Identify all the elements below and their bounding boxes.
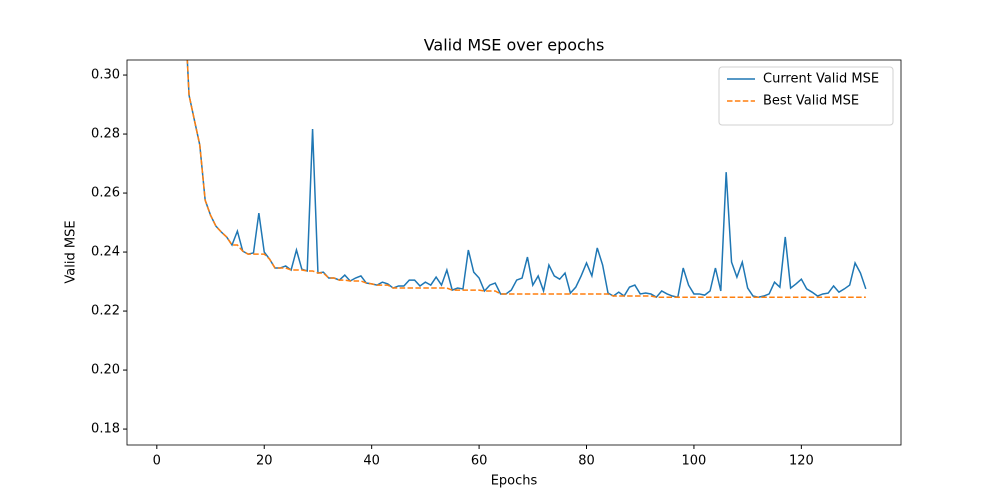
y-axis-label: Valid MSE bbox=[64, 220, 79, 283]
y-tick-label: 0.20 bbox=[91, 363, 120, 378]
y-tick-label: 0.18 bbox=[91, 422, 120, 437]
chart-title: Valid MSE over epochs bbox=[424, 36, 605, 55]
x-tick-label: 60 bbox=[471, 454, 488, 469]
x-axis-label: Epochs bbox=[491, 474, 538, 489]
series-line bbox=[186, 60, 866, 298]
legend-label: Best Valid MSE bbox=[763, 94, 859, 109]
x-tick-label: 120 bbox=[789, 454, 814, 469]
plot-frame bbox=[126, 59, 902, 446]
legend-label: Current Valid MSE bbox=[763, 72, 879, 87]
y-tick-label: 0.24 bbox=[91, 245, 120, 260]
x-tick-label: 0 bbox=[153, 454, 161, 469]
x-tick-label: 100 bbox=[682, 454, 707, 469]
x-tick-label: 40 bbox=[363, 454, 380, 469]
y-tick-label: 0.30 bbox=[91, 68, 120, 83]
y-tick-label: 0.22 bbox=[91, 304, 120, 319]
y-tick-label: 0.28 bbox=[91, 127, 120, 142]
legend-box bbox=[718, 66, 894, 126]
y-tick-label: 0.26 bbox=[91, 186, 120, 201]
x-tick-label: 20 bbox=[256, 454, 273, 469]
x-tick-label: 80 bbox=[578, 454, 595, 469]
